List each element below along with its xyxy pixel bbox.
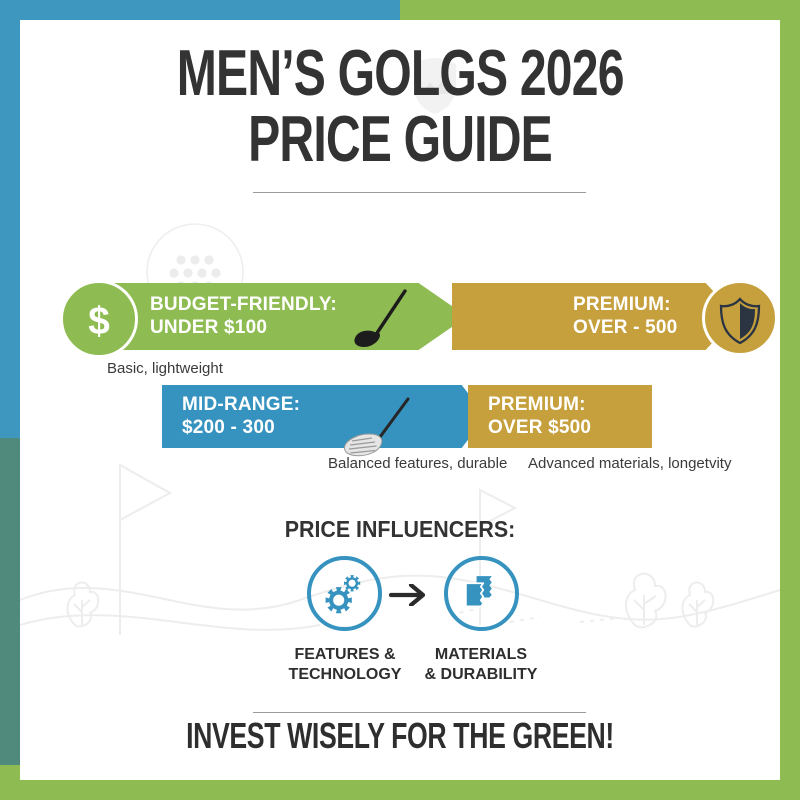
svg-text:$: $ <box>88 299 110 342</box>
